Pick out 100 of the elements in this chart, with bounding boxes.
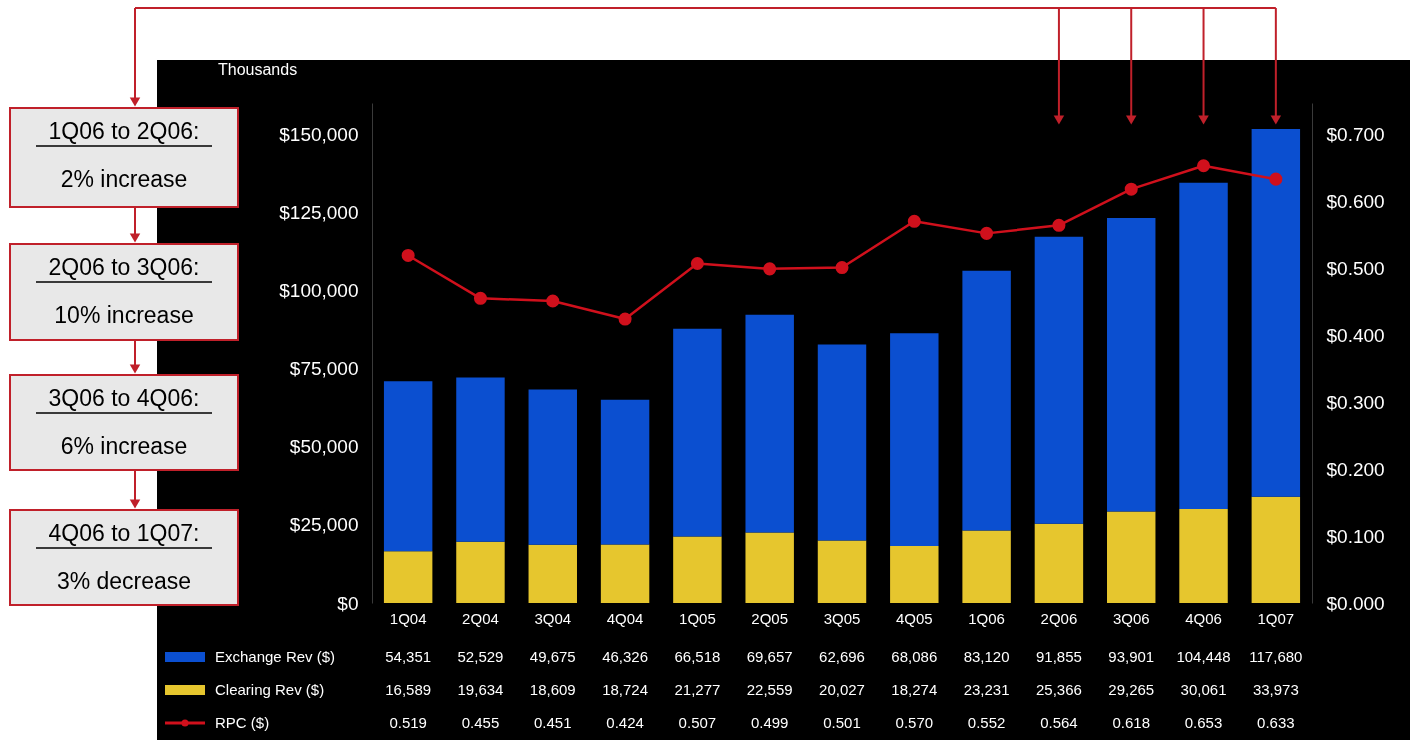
data-label: 18,274 bbox=[891, 681, 938, 698]
data-label: 52,529 bbox=[457, 648, 504, 665]
data-label: 18,724 bbox=[602, 681, 649, 698]
text: 2Q06 to 3Q06: 10% increase bbox=[48, 254, 200, 328]
bar bbox=[456, 377, 505, 542]
bar bbox=[817, 540, 867, 603]
data-label: 0.499 bbox=[750, 714, 789, 731]
bar bbox=[383, 381, 433, 552]
data-label: 16,589 bbox=[385, 681, 432, 698]
point bbox=[1052, 218, 1066, 232]
bar bbox=[745, 532, 794, 603]
y2-tick-label: $0.400 bbox=[1326, 324, 1385, 346]
point bbox=[907, 214, 921, 228]
data-label: 54,351 bbox=[385, 648, 432, 665]
data-label: 0.455 bbox=[461, 714, 500, 731]
data-label: 21,277 bbox=[674, 681, 721, 698]
y-tick-label: $25,000 bbox=[289, 514, 359, 536]
data-label: 0.552 bbox=[967, 714, 1006, 731]
data-label: 20,027 bbox=[819, 681, 865, 698]
data-label: 18,609 bbox=[529, 681, 576, 698]
x-tick-label: 3Q06 bbox=[1112, 609, 1150, 627]
point bbox=[1197, 159, 1211, 173]
text: 4Q06 to 1Q07: 3% decrease bbox=[48, 520, 200, 594]
bar bbox=[1179, 182, 1228, 510]
data-label: 91,855 bbox=[1035, 648, 1082, 665]
y-tick-label: $100,000 bbox=[279, 280, 359, 301]
bar bbox=[962, 530, 1011, 603]
y2-tick-label: $0.100 bbox=[1326, 525, 1385, 547]
y2-tick-label: $0.200 bbox=[1326, 458, 1385, 480]
point bbox=[401, 248, 415, 262]
bar bbox=[817, 344, 867, 541]
data-label: 93,901 bbox=[1108, 648, 1155, 665]
data-label: 0.501 bbox=[823, 714, 861, 731]
data-label: 0.451 bbox=[534, 714, 572, 731]
point bbox=[618, 312, 632, 326]
x-tick-label: 1Q04 bbox=[389, 609, 427, 627]
bar bbox=[1034, 236, 1084, 524]
x-tick-label: 2Q06 bbox=[1040, 609, 1078, 627]
legend-label: Clearing Rev ($) bbox=[215, 681, 325, 698]
data-label: 0.519 bbox=[389, 714, 427, 731]
x-tick-label: 3Q04 bbox=[534, 609, 572, 627]
x-tick-label: 1Q05 bbox=[679, 609, 716, 627]
bar bbox=[1034, 523, 1084, 603]
data-label: 69,657 bbox=[746, 648, 793, 665]
bar bbox=[1251, 129, 1301, 497]
data-label: 117,680 bbox=[1249, 648, 1303, 665]
x-tick-label: 4Q04 bbox=[606, 609, 644, 627]
x-tick-label: 2Q05 bbox=[751, 609, 789, 627]
bar bbox=[600, 399, 650, 545]
data-label: 33,973 bbox=[1252, 681, 1299, 698]
y-tick-label: $0 bbox=[337, 592, 359, 614]
point bbox=[473, 291, 487, 305]
data-label: 49,675 bbox=[529, 648, 576, 665]
data-label: 30,061 bbox=[1180, 681, 1227, 698]
x-tick-label: 1Q07 bbox=[1257, 609, 1295, 627]
x-tick-label: 3Q05 bbox=[823, 609, 861, 627]
x-tick-label: 4Q05 bbox=[895, 609, 933, 627]
data-label: 83,120 bbox=[963, 648, 1010, 665]
bar bbox=[600, 544, 650, 603]
bar bbox=[673, 328, 722, 537]
point bbox=[546, 294, 560, 308]
data-label: 23,231 bbox=[963, 681, 1010, 698]
bar bbox=[1107, 511, 1156, 603]
y-tick-label: $150,000 bbox=[279, 123, 359, 145]
x-tick-label: 4Q06 bbox=[1185, 609, 1222, 627]
bar bbox=[1179, 509, 1228, 603]
data-label: 0.653 bbox=[1184, 714, 1223, 731]
bar bbox=[673, 536, 722, 603]
data-label: 0.507 bbox=[678, 714, 717, 731]
text: 3Q06 to 4Q06: 6% increase bbox=[48, 385, 200, 459]
text: 1Q06 to 2Q06: 2% increase bbox=[48, 118, 200, 192]
y2-tick-label: $0.300 bbox=[1326, 391, 1385, 413]
y2-tick-label: $0.000 bbox=[1326, 592, 1385, 614]
point bbox=[690, 257, 704, 271]
y2-tick-label: $0.600 bbox=[1326, 190, 1385, 212]
bar bbox=[528, 544, 577, 603]
bar bbox=[962, 270, 1011, 531]
data-label: 62,696 bbox=[819, 648, 865, 665]
data-label: 104,448 bbox=[1176, 648, 1231, 665]
data-label: 68,086 bbox=[891, 648, 938, 665]
data-label: 0.633 bbox=[1257, 714, 1295, 731]
data-label: 46,326 bbox=[602, 648, 649, 665]
y-axis-title: Thousands bbox=[218, 61, 298, 78]
data-label: 0.424 bbox=[606, 714, 644, 731]
point bbox=[763, 262, 777, 276]
point bbox=[835, 261, 849, 275]
bar bbox=[456, 541, 505, 603]
data-label: 66,518 bbox=[674, 648, 721, 665]
bar bbox=[1251, 496, 1301, 603]
y-tick-label: $75,000 bbox=[289, 358, 359, 380]
legend-label: Exchange Rev ($) bbox=[215, 648, 336, 665]
data-label: 29,265 bbox=[1108, 681, 1155, 698]
data-label: 0.618 bbox=[1112, 714, 1150, 731]
bar bbox=[1107, 218, 1156, 512]
data-label: 22,559 bbox=[746, 681, 793, 698]
bar bbox=[890, 545, 939, 603]
bar bbox=[383, 551, 433, 603]
bar bbox=[528, 389, 577, 545]
legend-label: RPC ($) bbox=[215, 714, 270, 731]
data-label: 19,634 bbox=[457, 681, 504, 698]
